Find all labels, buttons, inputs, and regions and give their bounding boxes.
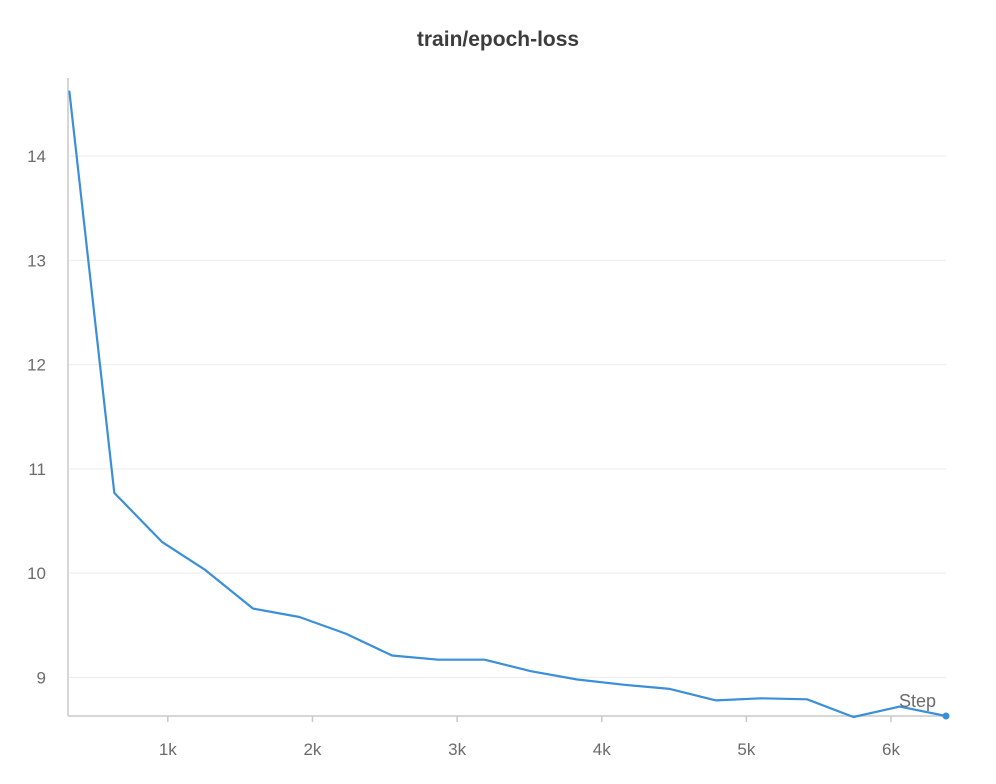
grid-lines [68, 155, 946, 678]
y-tick-label: 10 [27, 564, 46, 583]
y-tick-label: 12 [27, 356, 46, 375]
y-tick-label: 9 [37, 668, 46, 687]
y-tick-label: 14 [27, 147, 46, 166]
x-tick-label: 5k [737, 740, 755, 759]
x-tick-label: 1k [159, 740, 177, 759]
x-tick-label: 4k [593, 740, 611, 759]
chart-title: train/epoch-loss [416, 28, 580, 51]
y-tick-labels: 9 10 11 12 13 14 [27, 147, 46, 687]
series-line [68, 90, 948, 719]
series-group [68, 90, 950, 720]
x-tick-labels: 1k 2k 3k 4k 5k 6k [159, 740, 901, 759]
x-tick-label: 3k [448, 740, 466, 759]
axes [67, 78, 946, 722]
y-tick-label: 11 [28, 460, 46, 479]
x-axis-label: Step [899, 691, 936, 711]
y-tick-label: 13 [27, 251, 46, 270]
x-tick-label: 2k [303, 740, 321, 759]
x-tick-label: 6k [882, 740, 900, 759]
data-point [942, 712, 950, 720]
